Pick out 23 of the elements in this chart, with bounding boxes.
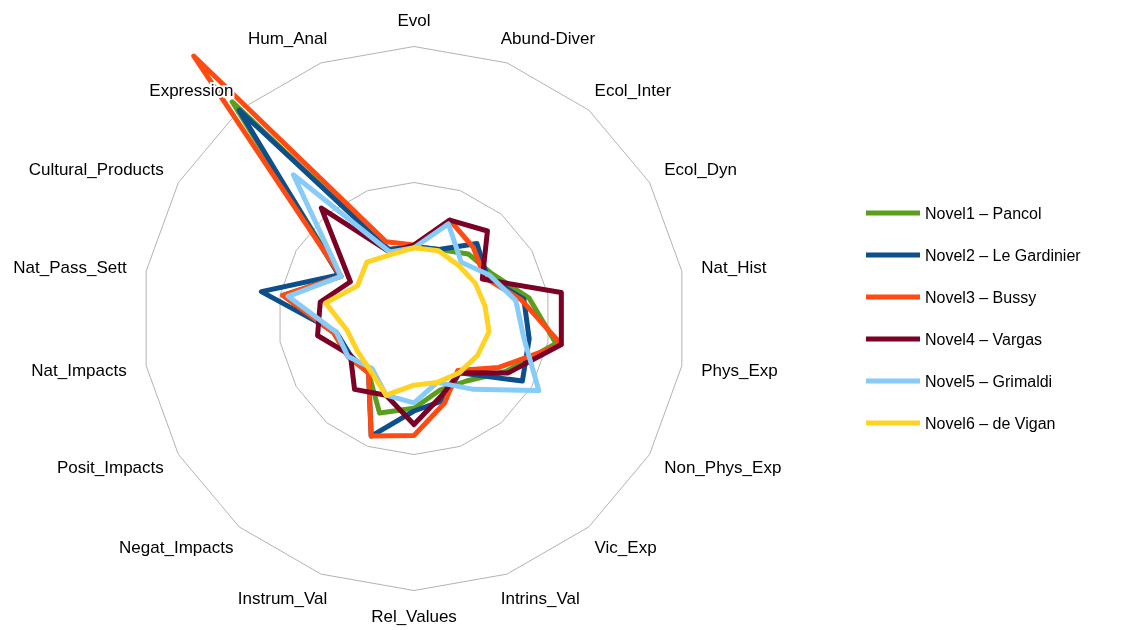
spoke-label: Evol: [397, 11, 431, 31]
spoke-label: Posit_Impacts: [57, 458, 164, 478]
spoke-label: Vic_Exp: [594, 537, 657, 557]
legend-label: Novel1 – Pancol: [925, 204, 1042, 222]
legend-label: Novel2 – Le Gardinier: [925, 246, 1082, 264]
spoke-label: Ecol_Dyn: [664, 160, 737, 180]
spoke-label: Nat_Hist: [701, 257, 767, 277]
spoke-label: Rel_Values: [371, 607, 457, 627]
legend-label: Novel4 – Vargas: [925, 330, 1043, 348]
spoke-label: Hum_Anal: [247, 29, 328, 49]
spoke-label: Negat_Impacts: [119, 537, 234, 557]
spoke-label: Non_Phys_Exp: [664, 458, 782, 478]
spoke-label: Phys_Exp: [701, 361, 778, 381]
spoke-label: Abund-Diver: [500, 29, 596, 49]
spoke-label: Instrum_Val: [237, 589, 328, 609]
spoke-label: Nat_Impacts: [31, 361, 127, 381]
spoke-label: Nat_Pass_Sett: [13, 257, 128, 277]
legend-label: Novel5 – Grimaldi: [925, 372, 1053, 390]
spoke-label: Cultural_Products: [28, 160, 164, 180]
legend-label: Novel3 – Bussy: [925, 288, 1037, 306]
legend-label: Novel6 – de Vigan: [925, 414, 1056, 432]
spoke-label: Intrins_Val: [500, 589, 580, 609]
spoke-label: Ecol_Inter: [594, 81, 672, 101]
